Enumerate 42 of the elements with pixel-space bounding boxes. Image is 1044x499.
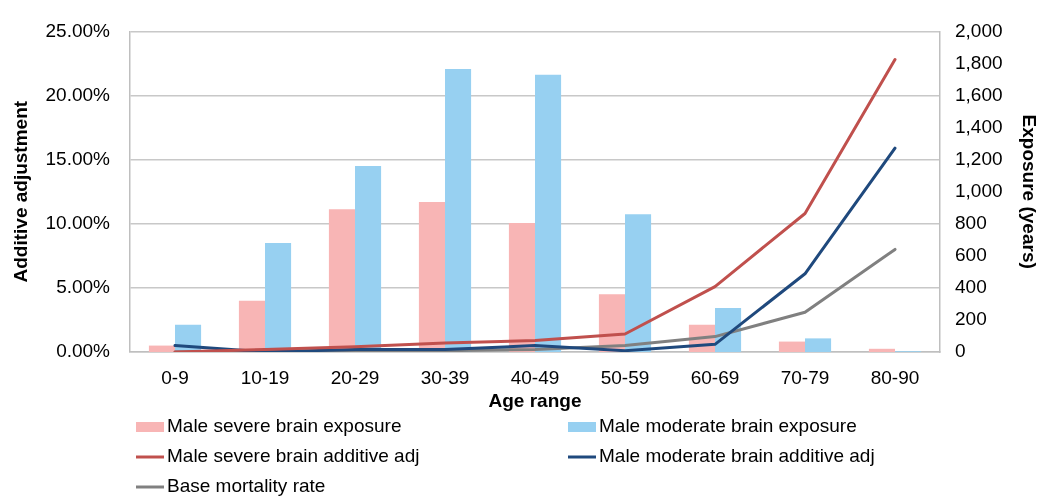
legend-label: Base mortality rate	[167, 475, 326, 497]
y2-tick-label: 1,400	[955, 115, 1003, 137]
y2-tick-label: 1,600	[955, 83, 1003, 105]
y-tick-label: 20.00%	[45, 83, 111, 105]
bar	[805, 338, 832, 352]
x-tick-label: 40-49	[510, 366, 560, 388]
x-tick-label: 20-29	[330, 366, 380, 388]
y2-tick-label: 2,000	[955, 19, 1003, 41]
y2-tick-label: 600	[955, 244, 987, 266]
bar	[238, 300, 265, 352]
y2-tick-label: 1,200	[955, 147, 1003, 169]
y2-tick-label: 1,800	[955, 51, 1003, 73]
y2-tick-label: 0	[955, 340, 966, 362]
x-tick-label: 0-9	[161, 366, 189, 388]
y-tick-label: 0.00%	[56, 340, 111, 362]
y2-axis-title: Exposure (years)	[1019, 114, 1041, 269]
x-tick-label: 80-90	[870, 366, 920, 388]
x-tick-label: 30-39	[420, 366, 470, 388]
legend-label: Male moderate brain exposure	[599, 415, 857, 437]
legend-label: Male moderate brain additive adj	[599, 445, 875, 467]
x-tick-label: 10-19	[240, 366, 290, 388]
legend-label: Male severe brain exposure	[167, 415, 402, 437]
x-tick-label: 70-79	[780, 366, 830, 388]
bar	[508, 222, 535, 352]
bar	[778, 341, 805, 352]
y-axis-title: Additive adjustment	[9, 100, 31, 283]
y2-tick-label: 800	[955, 211, 987, 233]
y2-tick-label: 200	[955, 308, 987, 330]
y-tick-label: 25.00%	[45, 19, 111, 41]
bar	[625, 214, 652, 352]
x-tick-label: 60-69	[690, 366, 740, 388]
y-tick-label: 5.00%	[56, 276, 111, 298]
bar	[148, 345, 175, 352]
y2-tick-label: 400	[955, 276, 987, 298]
x-tick-label: 50-59	[600, 366, 650, 388]
bar	[868, 348, 895, 352]
y-tick-label: 10.00%	[45, 211, 111, 233]
legend-label: Male severe brain additive adj	[167, 445, 420, 467]
y-tick-label: 15.00%	[45, 147, 111, 169]
bar	[535, 74, 562, 352]
x-axis-title: Age range	[488, 389, 582, 411]
y2-tick-label: 1,000	[955, 179, 1003, 201]
